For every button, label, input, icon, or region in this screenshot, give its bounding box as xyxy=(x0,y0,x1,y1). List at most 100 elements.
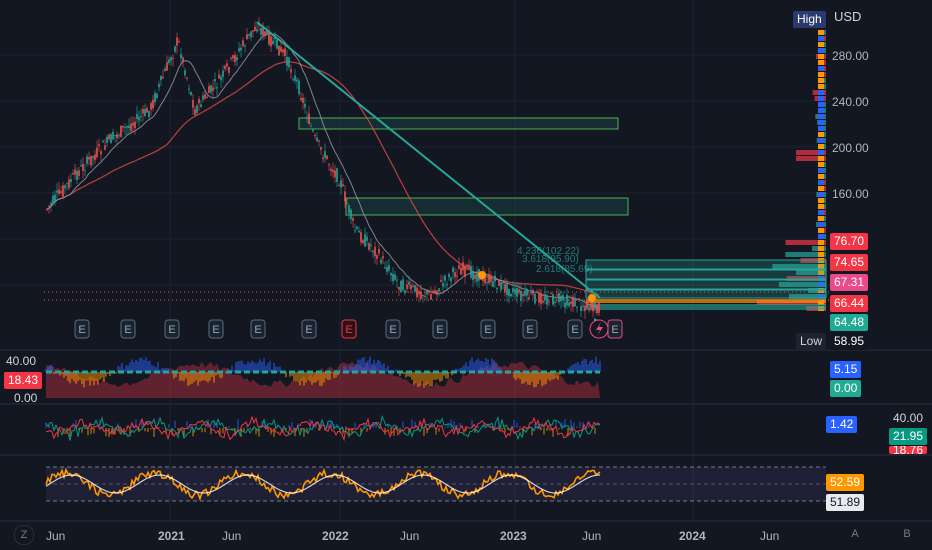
earnings-marker-label: E xyxy=(254,324,261,336)
candle-body xyxy=(296,79,298,82)
candle-body xyxy=(362,240,364,244)
volume-profile-split xyxy=(818,228,824,233)
candle-body xyxy=(378,248,380,254)
volume-profile-bar xyxy=(789,294,826,299)
candle-body xyxy=(132,122,134,126)
candle-body xyxy=(576,306,578,308)
candle-body xyxy=(178,40,180,43)
candle-body xyxy=(454,272,456,277)
candle-body xyxy=(290,69,292,73)
candle-body xyxy=(154,92,156,103)
auto-scale-button[interactable]: A xyxy=(851,528,859,540)
candle-body xyxy=(476,273,478,282)
rsi-signal-line xyxy=(45,474,600,494)
candle-body xyxy=(462,262,464,271)
volume-profile-split xyxy=(818,84,824,89)
candle-body xyxy=(376,255,378,259)
candle-body xyxy=(542,300,544,303)
candle-body xyxy=(128,125,130,129)
candle-body xyxy=(314,135,316,137)
candle-body xyxy=(306,116,308,119)
candle-body xyxy=(194,109,196,116)
volume-profile-split xyxy=(818,66,824,71)
candle-body xyxy=(186,77,188,79)
candle-body xyxy=(334,170,336,178)
volume-profile-split xyxy=(818,150,824,155)
candle-body xyxy=(130,123,132,131)
candle-body xyxy=(294,75,296,81)
volume-profile-split xyxy=(818,96,824,101)
candle-body xyxy=(350,209,352,220)
candle-body xyxy=(240,47,242,51)
candle-body xyxy=(202,95,204,100)
volume-profile-split xyxy=(818,234,824,239)
volume-profile-bar xyxy=(785,252,826,257)
candle-body xyxy=(460,267,462,275)
candle-body xyxy=(214,79,216,82)
candle-body xyxy=(538,292,540,303)
candle-body xyxy=(104,145,106,150)
time-tick: Jun xyxy=(582,529,601,543)
candle-body xyxy=(108,134,110,139)
candle-body xyxy=(384,267,386,269)
candle-body xyxy=(246,34,248,40)
ind2-right-a: 21.95 xyxy=(889,428,928,445)
candle-body xyxy=(440,280,442,282)
candle-body xyxy=(474,274,476,279)
candle-body xyxy=(472,271,474,280)
price-tick: 240.00 xyxy=(832,95,869,109)
candle-body xyxy=(126,126,128,128)
candle-body xyxy=(110,134,112,144)
candle-body xyxy=(382,256,384,259)
candle-body xyxy=(452,267,454,273)
bars-settings-button[interactable]: B xyxy=(903,528,911,540)
ind3-tag-b: 51.89 xyxy=(826,494,865,511)
candle-body xyxy=(470,266,472,278)
earnings-marker-label: E xyxy=(571,324,578,336)
candle-body xyxy=(504,284,506,292)
candle-body xyxy=(524,290,526,296)
time-tick: Jun xyxy=(760,529,779,543)
currency-label[interactable]: USD xyxy=(834,9,862,24)
candle-body xyxy=(560,295,562,302)
candle-body xyxy=(518,289,520,293)
candle-body xyxy=(238,48,240,52)
candle-body xyxy=(356,226,358,230)
candle-body xyxy=(298,80,300,94)
candle-body xyxy=(190,91,192,96)
candle-body xyxy=(74,169,76,175)
earnings-marker-label: E xyxy=(78,324,85,336)
fib-label-1: 4.236(102.22) xyxy=(517,246,579,257)
candle-body xyxy=(316,137,318,141)
ind1-top: 40.00 xyxy=(6,354,37,368)
candle-body xyxy=(586,301,588,308)
candle-body xyxy=(262,26,264,36)
earnings-marker-label: E xyxy=(305,324,312,336)
candle-body xyxy=(208,86,210,94)
candle-body xyxy=(102,140,104,143)
volume-profile-bar xyxy=(823,180,826,185)
candle-body xyxy=(256,29,258,32)
volume-profile-split xyxy=(818,126,824,131)
volume-profile-split xyxy=(818,108,824,113)
ind1-current: 18.43 xyxy=(4,372,43,389)
candle-body xyxy=(498,279,500,286)
candle-body xyxy=(448,274,450,278)
candle-body xyxy=(116,134,118,139)
candle-body xyxy=(544,294,546,301)
zoom-button[interactable]: Z xyxy=(14,525,34,545)
earnings-marker-label: E xyxy=(389,324,396,336)
candle-body xyxy=(338,185,340,187)
price-tick: 160.00 xyxy=(832,187,869,201)
candle-body xyxy=(388,265,390,271)
price-tick: 200.00 xyxy=(832,141,869,155)
candle-body xyxy=(52,195,54,204)
volume-profile-split xyxy=(818,294,824,299)
candle-body xyxy=(330,168,332,171)
fib-base-green xyxy=(586,304,826,310)
candle-body xyxy=(222,70,224,77)
candle-body xyxy=(62,185,64,197)
candle-body xyxy=(366,236,368,241)
candle-body xyxy=(184,70,186,76)
